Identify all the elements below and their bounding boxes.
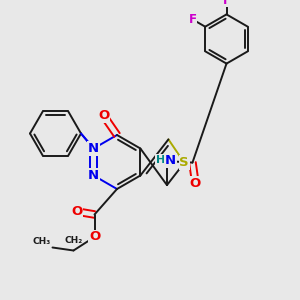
Text: H: H bbox=[156, 154, 165, 165]
Text: CH₃: CH₃ bbox=[33, 237, 51, 246]
Text: O: O bbox=[89, 230, 100, 244]
Text: O: O bbox=[98, 109, 109, 122]
Text: N: N bbox=[88, 142, 99, 155]
Text: S: S bbox=[179, 156, 189, 169]
Text: N: N bbox=[165, 154, 176, 167]
Text: F: F bbox=[189, 13, 197, 26]
Text: F: F bbox=[223, 0, 230, 7]
Text: N: N bbox=[88, 169, 99, 182]
Text: O: O bbox=[71, 205, 82, 218]
Text: CH₂: CH₂ bbox=[64, 236, 82, 245]
Text: O: O bbox=[190, 177, 201, 190]
